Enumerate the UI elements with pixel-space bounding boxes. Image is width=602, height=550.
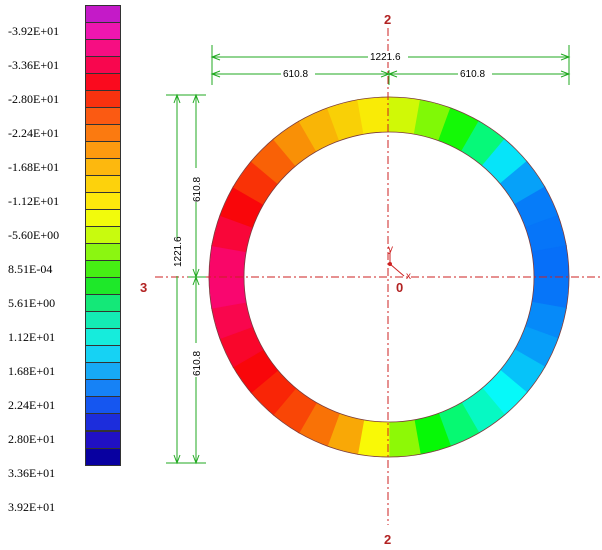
legend-label: 3.36E+01: [8, 466, 56, 480]
legend-label: -5.60E+00: [8, 228, 60, 242]
legend-label: 8.51E-04: [8, 262, 53, 276]
legend-label: 1.68E+01: [8, 364, 56, 378]
axis-label-bottom: 2: [384, 532, 391, 547]
legend-swatch: [85, 447, 121, 466]
vertical-dimensions: [166, 93, 206, 465]
dim-horizontal-left: 610.8: [283, 69, 308, 80]
legend-label: -1.68E+01: [8, 160, 60, 174]
origin-point: [388, 262, 392, 266]
local-x-label: x: [406, 271, 411, 282]
axis-label-top: 2: [384, 12, 391, 27]
origin-label: 0: [396, 280, 403, 295]
legend-label: 1.12E+01: [8, 330, 56, 344]
color-legend: -3.92E+01 -3.36E+01 -2.80E+01 -2.24E+01 -1.6…: [0, 0, 140, 550]
dim-horizontal-total: 1221.6: [370, 52, 401, 63]
local-x-axis: [389, 263, 405, 277]
legend-label: 5.61E+00: [8, 296, 56, 310]
legend-label: -2.24E+01: [8, 126, 60, 140]
local-y-label: y: [388, 244, 393, 255]
legend-label: -3.92E+01: [8, 24, 60, 38]
axis-label-left: 3: [140, 280, 147, 295]
legend-label: 2.24E+01: [8, 398, 56, 412]
dim-horizontal-right: 610.8: [460, 69, 485, 80]
legend-label: 2.80E+01: [8, 432, 56, 446]
legend-label: -2.80E+01: [8, 92, 60, 106]
legend-label: -3.36E+01: [8, 58, 60, 72]
stress-ring: [208, 96, 570, 458]
legend-label: -1.12E+01: [8, 194, 60, 208]
legend-label: 3.92E+01: [8, 500, 56, 514]
dim-vertical-bottom: 610.8: [192, 351, 203, 376]
dim-vertical-top: 610.8: [192, 177, 203, 202]
dim-vertical-total: 1221.6: [173, 236, 184, 267]
